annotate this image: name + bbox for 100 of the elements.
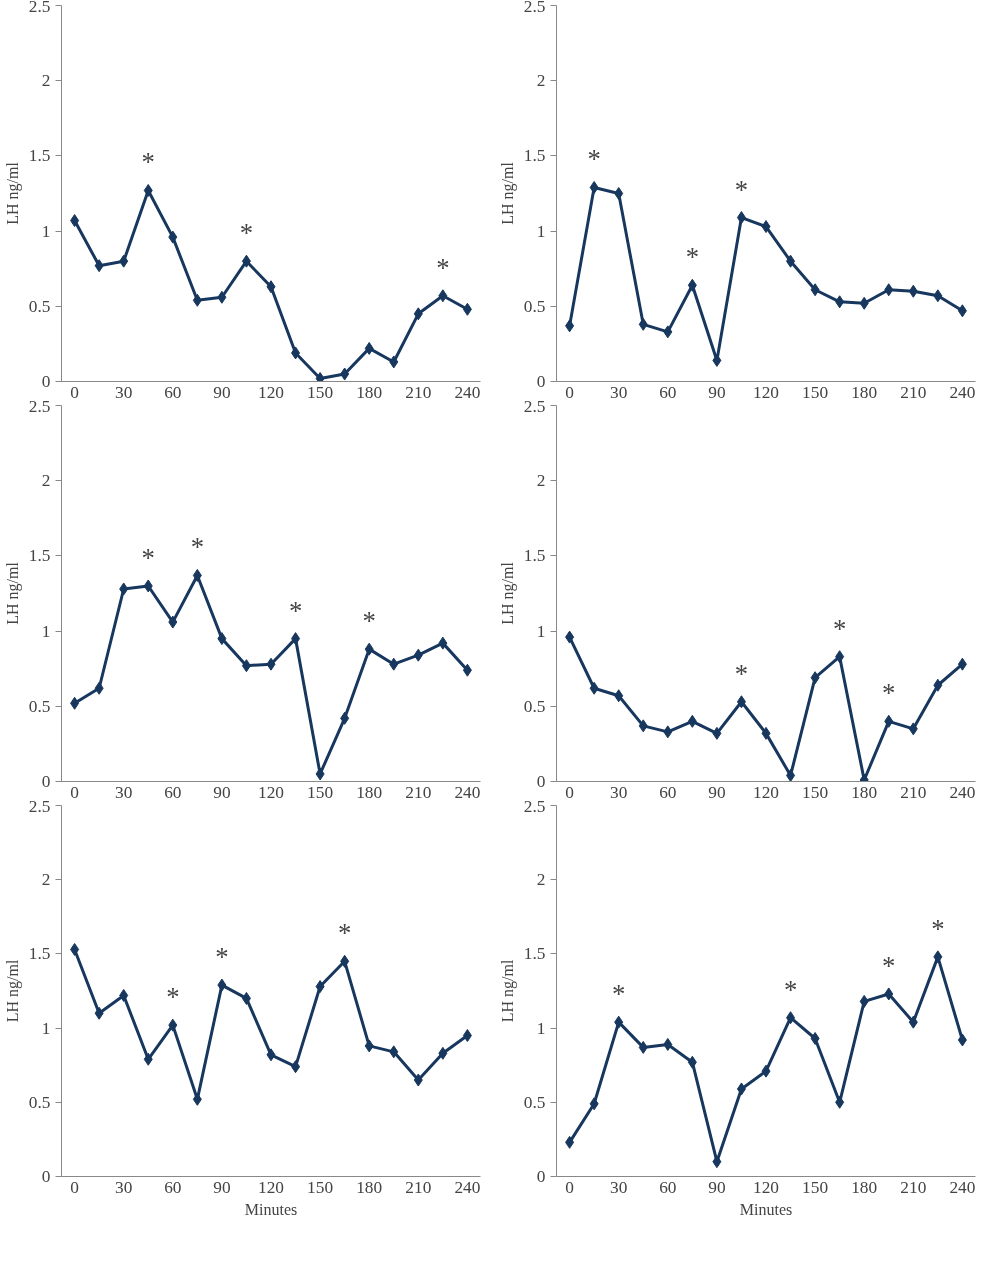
x-tick-label: 180	[356, 1177, 383, 1197]
y-tick-label: 1	[41, 1018, 51, 1038]
x-tick-label: 90	[213, 1177, 231, 1197]
annotation: *	[882, 678, 896, 709]
x-tick-label: 240	[949, 382, 976, 402]
annotation: *	[882, 950, 896, 981]
y-tick-label: 0.5	[523, 1092, 546, 1112]
y-tick-label: 0.5	[28, 296, 51, 316]
x-tick-label: 90	[708, 782, 726, 802]
annotation: *	[239, 218, 254, 249]
x-tick-label: 30	[115, 382, 133, 402]
x-tick-label: 180	[356, 782, 383, 802]
y-tick-label: 1.5	[523, 146, 546, 166]
x-tick-label: 150	[802, 1177, 829, 1197]
x-tick-label: 0	[70, 782, 79, 802]
y-tick-label: 2	[41, 71, 51, 91]
annotation: *	[685, 242, 700, 273]
x-tick-label: 150	[802, 382, 829, 402]
annotation: *	[141, 147, 155, 178]
y-tick-label: 2	[536, 870, 546, 890]
x-tick-label: 90	[213, 382, 231, 402]
x-tick-label: 210	[405, 382, 432, 402]
x-tick-label: 210	[900, 382, 927, 402]
annotation: *	[166, 982, 180, 1013]
x-tick-label: 0	[565, 1177, 574, 1197]
x-tick-label: 150	[307, 382, 334, 402]
y-axis-title: LH ng/ml	[3, 161, 22, 225]
x-tick-label: 120	[753, 782, 779, 802]
annotation: *	[734, 658, 749, 689]
x-tick-label: 120	[753, 382, 779, 402]
x-tick-label: 0	[70, 382, 79, 402]
y-tick-label: 1.5	[28, 546, 51, 566]
y-axis-title: LH ng/ml	[498, 959, 517, 1023]
y-tick-label: 2	[536, 71, 546, 91]
y-tick-label: 1.5	[28, 146, 51, 166]
x-tick-label: 30	[115, 782, 133, 802]
annotation: *	[190, 532, 205, 563]
x-tick-label: 180	[851, 782, 878, 802]
y-tick-label: 2	[536, 471, 546, 491]
y-tick-label: 1	[536, 621, 546, 641]
x-tick-label: 30	[115, 1177, 133, 1197]
x-tick-label: 0	[70, 1177, 79, 1197]
annotation: *	[612, 979, 626, 1010]
y-tick-label: 2.5	[28, 396, 51, 416]
x-tick-label: 210	[405, 782, 432, 802]
annotation: *	[931, 913, 945, 944]
x-tick-label: 210	[405, 1177, 432, 1197]
y-axis-title: LH ng/ml	[3, 959, 22, 1023]
y-tick-label: 0.5	[523, 696, 546, 716]
y-tick-label: 2.5	[28, 796, 51, 816]
x-tick-label: 30	[610, 1177, 628, 1197]
x-tick-label: 0	[565, 782, 574, 802]
x-tick-label: 210	[900, 782, 927, 802]
x-tick-label: 60	[164, 382, 182, 402]
x-tick-label: 60	[164, 782, 182, 802]
y-axis-title: LH ng/ml	[498, 561, 517, 625]
annotation: *	[734, 174, 749, 205]
x-tick-label: 240	[454, 782, 481, 802]
y-tick-label: 1.5	[523, 546, 546, 566]
y-tick-label: 1	[41, 221, 51, 241]
x-tick-label: 240	[949, 1177, 976, 1197]
y-tick-label: 2	[41, 870, 51, 890]
x-tick-label: 60	[659, 382, 677, 402]
x-tick-label: 240	[454, 1177, 481, 1197]
x-axis-title: Minutes	[244, 1200, 298, 1218]
x-tick-label: 180	[851, 1177, 878, 1197]
y-tick-label: 1	[536, 221, 546, 241]
x-tick-label: 90	[213, 782, 231, 802]
annotation: *	[587, 144, 601, 175]
x-tick-label: 30	[610, 782, 628, 802]
x-tick-label: 150	[307, 1177, 334, 1197]
y-tick-label: 0.5	[28, 1092, 51, 1112]
y-tick-label: 0.5	[523, 296, 546, 316]
x-tick-label: 210	[900, 1177, 927, 1197]
y-tick-label: 1.5	[523, 944, 546, 964]
x-tick-label: 120	[258, 782, 284, 802]
x-axis-title: Minutes	[739, 1200, 793, 1218]
x-tick-label: 0	[565, 382, 574, 402]
annotation: *	[832, 613, 847, 644]
x-tick-label: 60	[659, 782, 677, 802]
annotation: *	[436, 252, 450, 283]
annotation: *	[215, 942, 229, 973]
y-tick-label: 1.5	[28, 944, 51, 964]
annotation: *	[288, 595, 303, 626]
x-tick-label: 120	[753, 1177, 779, 1197]
y-axis-title: LH ng/ml	[3, 561, 22, 625]
x-tick-label: 90	[708, 1177, 726, 1197]
annotation: *	[783, 974, 798, 1005]
y-tick-label: 2.5	[28, 0, 51, 16]
y-tick-label: 0.5	[28, 696, 51, 716]
y-tick-label: 1	[41, 621, 51, 641]
annotation: *	[337, 918, 352, 949]
annotation: *	[362, 606, 376, 637]
x-tick-label: 120	[258, 1177, 284, 1197]
x-tick-label: 30	[610, 382, 628, 402]
x-tick-label: 150	[307, 782, 334, 802]
y-tick-label: 1	[536, 1018, 546, 1038]
x-tick-label: 240	[454, 382, 481, 402]
annotation: *	[141, 542, 155, 573]
y-tick-label: 2.5	[523, 796, 546, 816]
